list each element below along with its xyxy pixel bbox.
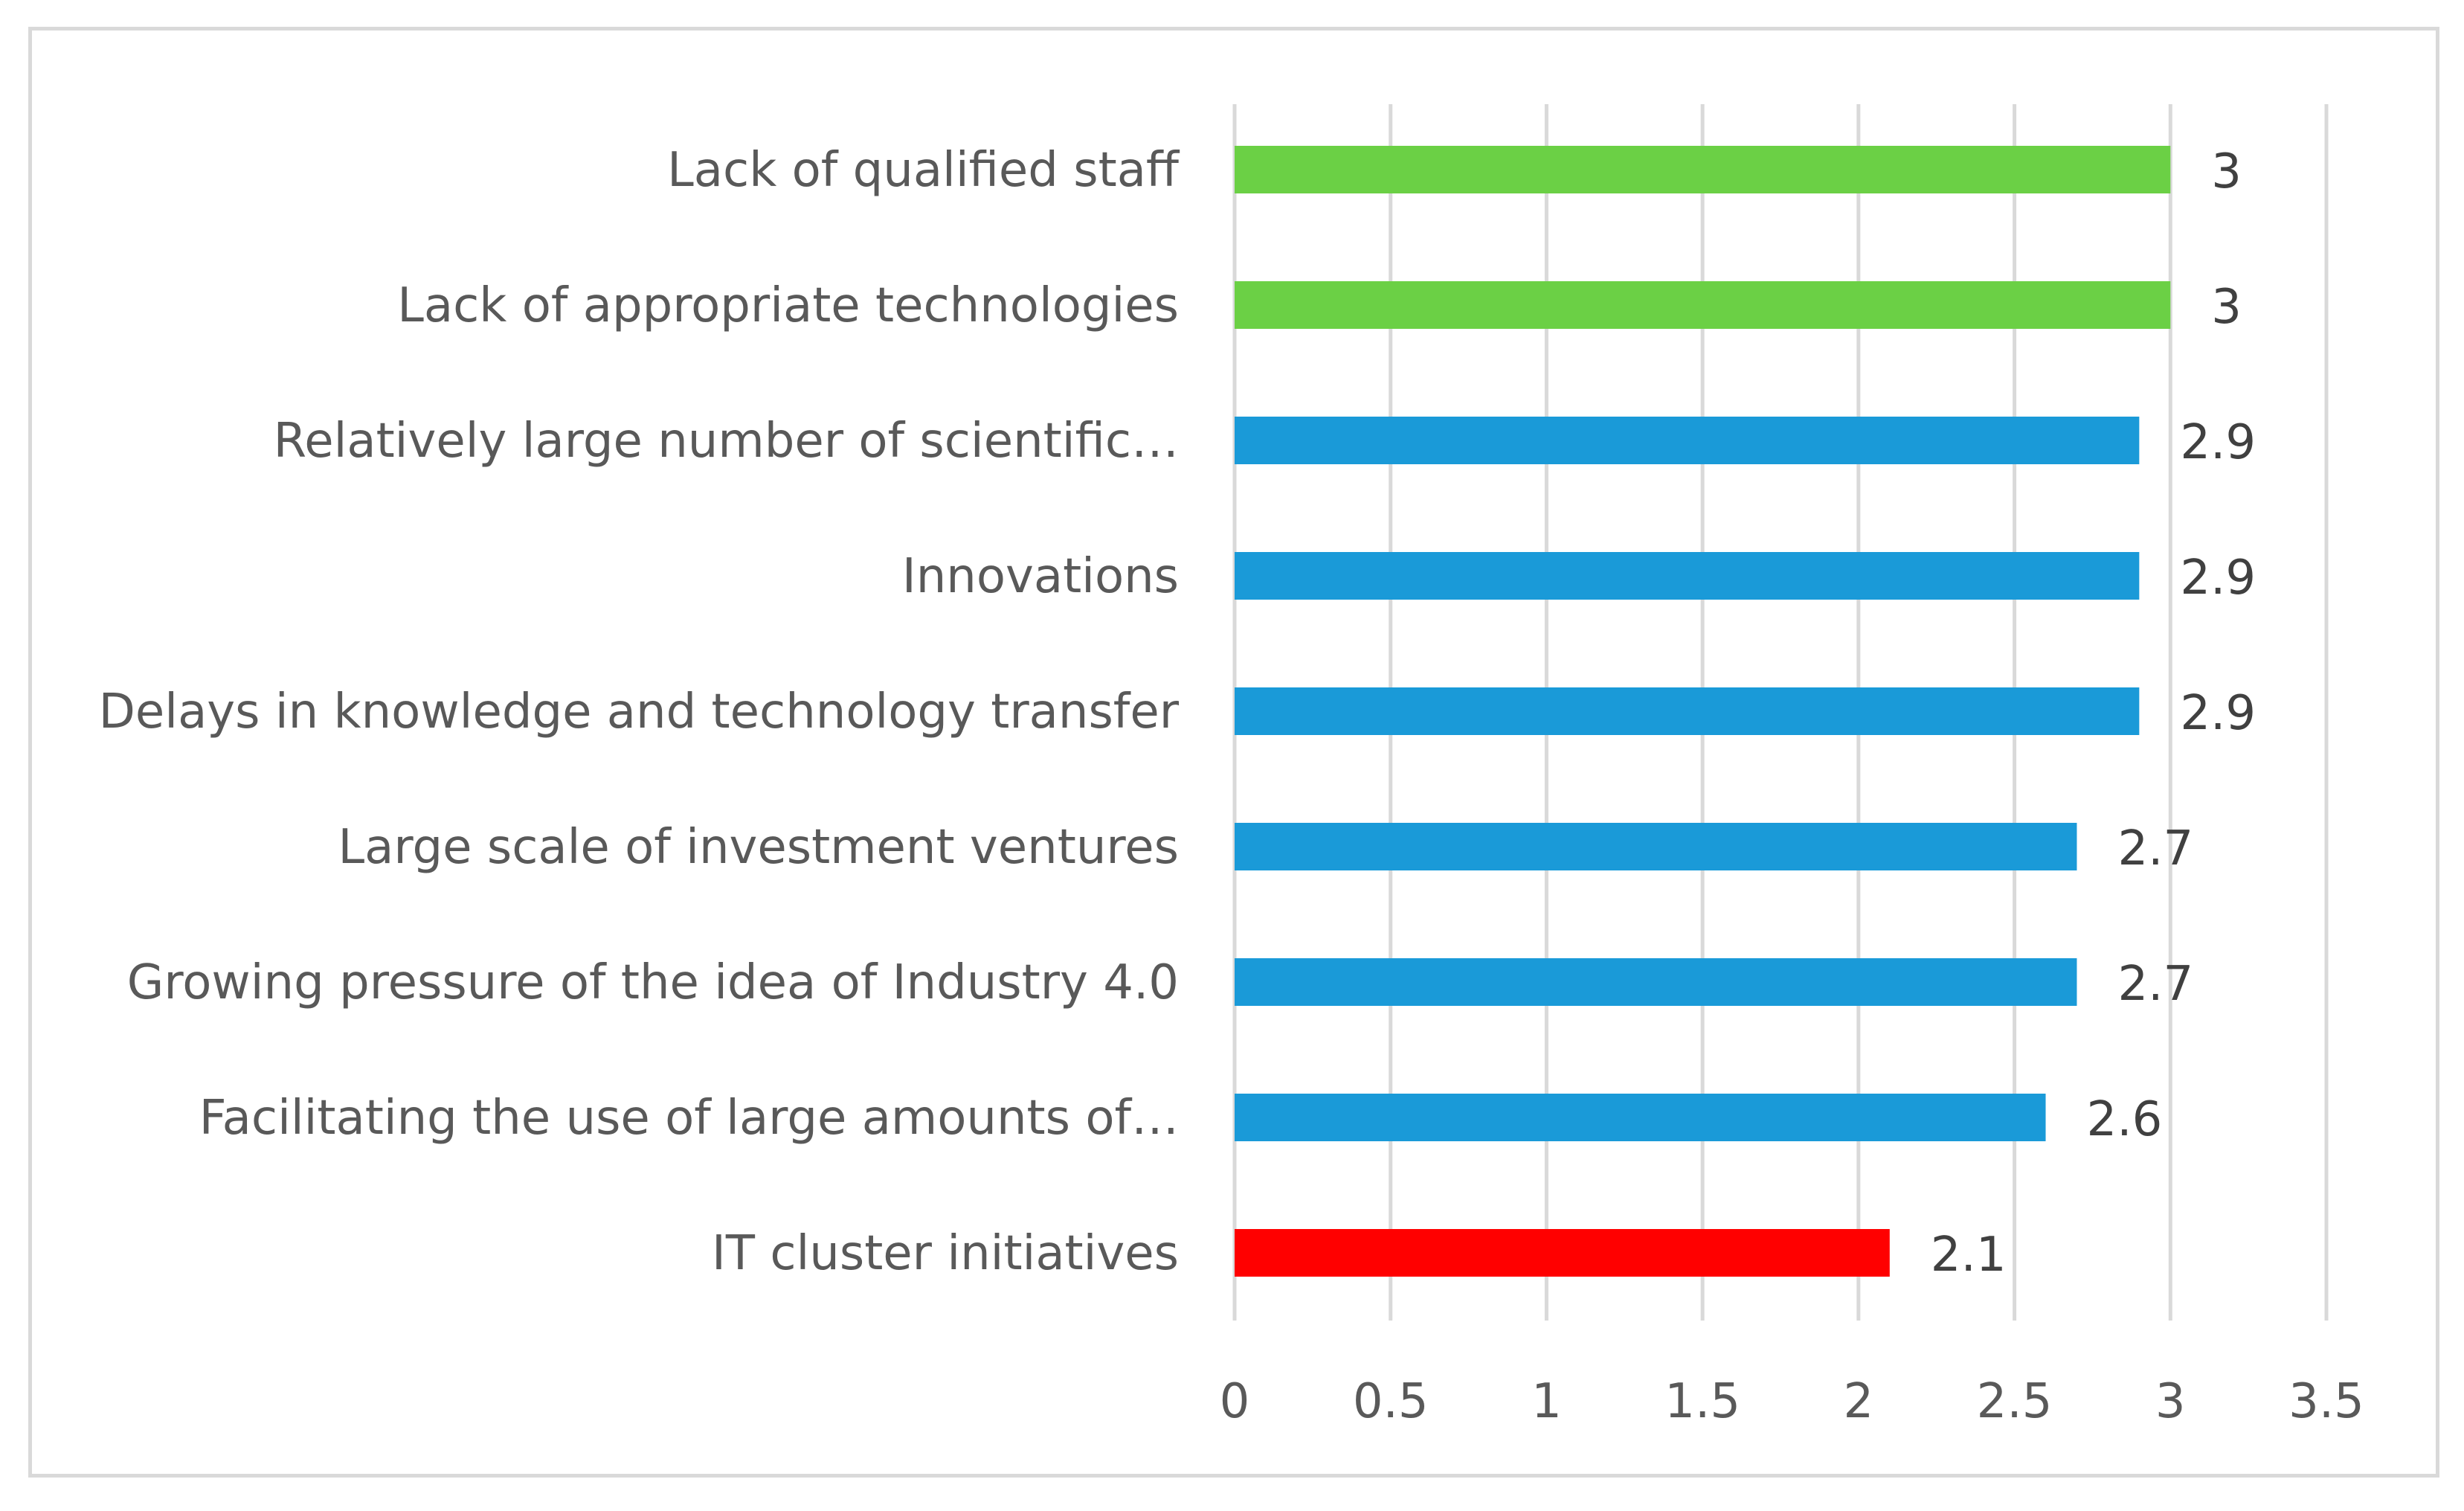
- x-axis-tick-labels: 0 0.5 1 1.5 2 2.5 3 3.5: [1220, 1374, 2364, 1429]
- category-label: Lack of qualified staff: [667, 143, 1180, 198]
- category-label: Innovations: [902, 549, 1179, 604]
- bar: [1235, 823, 2077, 870]
- bar: [1235, 146, 2171, 193]
- category-label: IT cluster initiatives: [712, 1226, 1179, 1281]
- category-label: Lack of appropriate technologies: [397, 278, 1179, 333]
- category-label: Delays in knowledge and technology trans…: [99, 684, 1180, 740]
- bar: [1235, 281, 2171, 329]
- x-tick-label: 3.5: [2288, 1374, 2364, 1429]
- bar: [1235, 1229, 1890, 1277]
- category-label: Facilitating the use of large amounts of…: [199, 1091, 1179, 1146]
- x-tick-label: 2.5: [1977, 1374, 2053, 1429]
- x-tick-label: 3: [2155, 1374, 2186, 1429]
- data-label: 2.7: [2117, 957, 2193, 1012]
- category-labels: Lack of qualified staff Lack of appropria…: [99, 143, 1180, 1281]
- x-tick-label: 0: [1220, 1374, 1250, 1429]
- x-tick-label: 1: [1531, 1374, 1562, 1429]
- category-label: Growing pressure of the idea of Industry…: [127, 955, 1179, 1010]
- data-label: 3: [2211, 280, 2242, 335]
- x-tick-label: 2: [1843, 1374, 1873, 1429]
- data-label: 2.9: [2180, 415, 2256, 470]
- category-label: Large scale of investment ventures: [338, 820, 1179, 875]
- x-tick-label: 0.5: [1353, 1374, 1429, 1429]
- x-tick-label: 1.5: [1664, 1374, 1740, 1429]
- category-label: Relatively large number of scientific…: [274, 414, 1179, 469]
- bar: [1235, 958, 2077, 1006]
- value-labels: 3 3 2.9 2.9 2.9 2.7 2.7 2.6 2.1: [1931, 144, 2256, 1283]
- data-label: 2.9: [2180, 551, 2256, 606]
- data-label: 3: [2211, 144, 2242, 199]
- data-label: 2.6: [2087, 1092, 2163, 1147]
- bar: [1235, 417, 2140, 464]
- bar: [1235, 552, 2140, 600]
- bar: [1235, 687, 2140, 735]
- bar: [1235, 1094, 2046, 1141]
- data-label: 2.7: [2117, 821, 2193, 876]
- bars: [1235, 146, 2171, 1277]
- data-label: 2.1: [1931, 1228, 2007, 1283]
- data-label: 2.9: [2180, 686, 2256, 741]
